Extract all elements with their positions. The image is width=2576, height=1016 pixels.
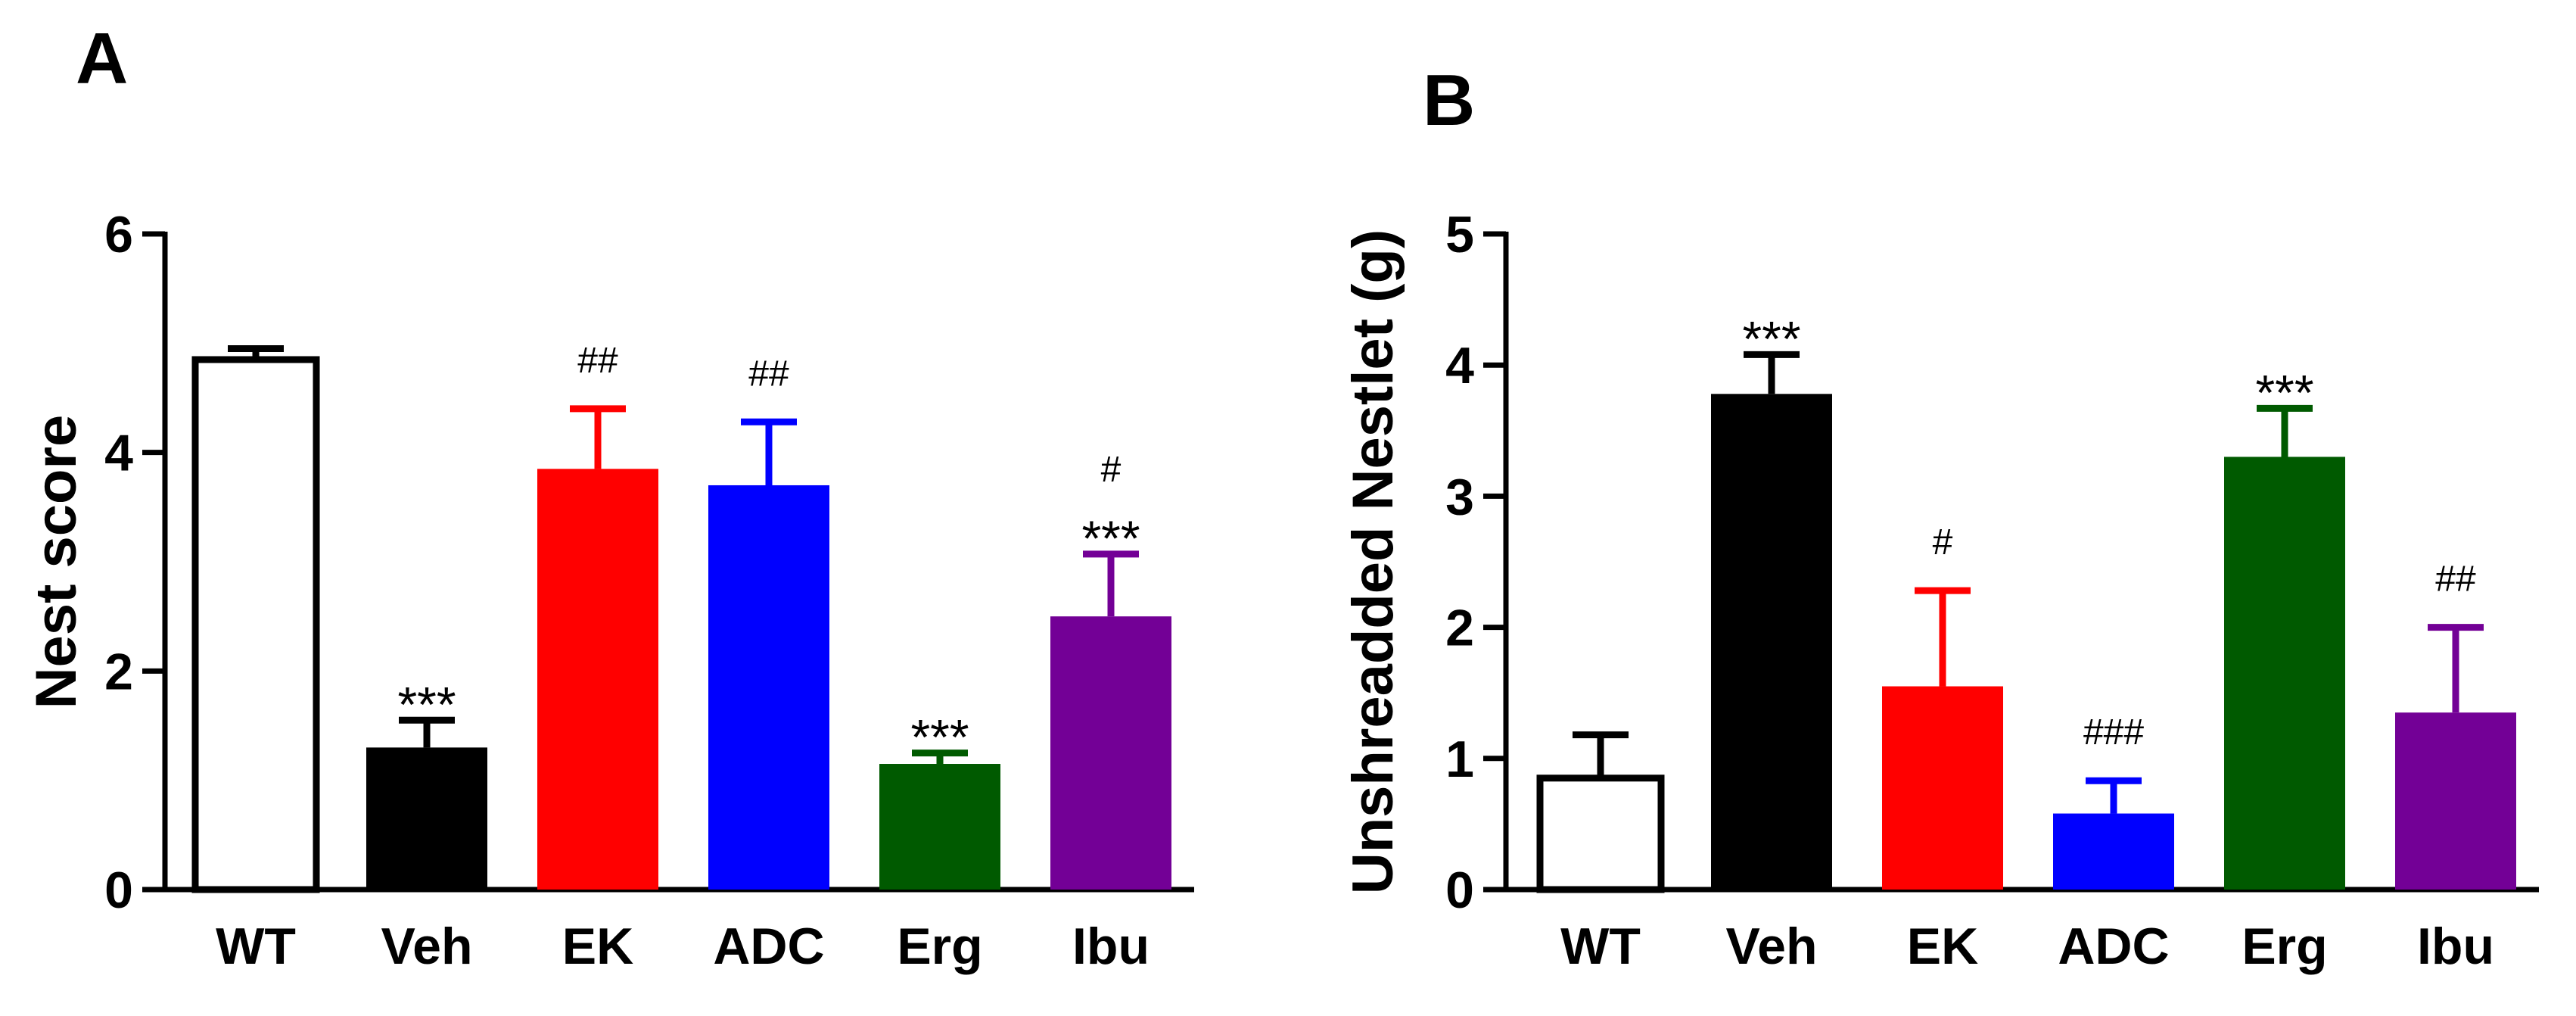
panel-a-y-tick-label: 6 (104, 206, 133, 263)
panel-b-category-label: Ibu (2417, 918, 2494, 975)
panel-a-category-label: ADC (713, 918, 824, 975)
panel-a-category-label: Ibu (1072, 918, 1150, 975)
panel-b-bar-ibu (2395, 712, 2516, 890)
panel-b-y-tick-label: 2 (1445, 600, 1474, 657)
panel-b-significance-hash: # (1933, 522, 1953, 563)
panel-b-category-label: EK (1907, 918, 1978, 975)
panel-b-significance-stars: *** (1742, 310, 1800, 366)
panel-b-y-tick-label: 0 (1445, 862, 1474, 919)
panel-b-y-tick-label: 5 (1445, 206, 1474, 263)
panel-b-category-label: Erg (2242, 918, 2327, 975)
panel-a-bar-ibu (1050, 616, 1171, 890)
panel-a-significance-hash: # (1101, 450, 1122, 490)
panel-b-significance-hash: ## (2435, 559, 2476, 600)
panel-a-significance-stars: *** (1081, 510, 1140, 566)
panel-b-y-tick-label: 1 (1445, 731, 1474, 788)
panel-a-significance-hash: ## (577, 341, 618, 381)
panel-a-category-label: Veh (381, 918, 473, 975)
panel-b-bar-erg (2224, 457, 2345, 890)
panel-a-bar-erg (879, 764, 1000, 890)
panel-b-bar-adc (2053, 813, 2174, 890)
panel-a-y-axis-title: Nest score (24, 415, 89, 709)
panel-b-category-label: Veh (1726, 918, 1818, 975)
panel-b-bar-veh (1711, 394, 1832, 890)
panel-label-b: B (1423, 60, 1475, 141)
panel-label-a: A (76, 18, 128, 99)
panel-a-bar-ek (537, 469, 658, 890)
panel-a-bar-adc (708, 485, 829, 890)
panel-b-category-label: WT (1560, 918, 1641, 975)
panel-b-y-tick-label: 3 (1445, 468, 1474, 525)
panel-b-bar-wt (1536, 774, 1665, 893)
panel-b-significance-hash: ### (2083, 712, 2144, 753)
panel-a-bar-wt (191, 356, 320, 893)
panel-a-y-tick-label: 0 (104, 862, 133, 919)
panel-a-significance-hash: ## (748, 354, 789, 394)
panel-b-significance-stars: *** (2255, 364, 2313, 420)
chart-panel-a: 0 2 4 6 Nest score WT Veh *** EK ## ADC ## Erg *** Ibu… (24, 206, 1194, 975)
panel-a-category-label: WT (216, 918, 296, 975)
panel-a-y-tick-label: 4 (104, 425, 133, 482)
panel-b-bar-ek (1882, 686, 2003, 890)
panel-b-y-tick-label: 4 (1445, 337, 1474, 394)
panel-a-category-label: Erg (897, 918, 982, 975)
panel-a-bar-veh (366, 747, 487, 890)
panel-a-significance-stars: *** (910, 709, 969, 765)
panel-b-y-axis-title: Unshreadded Nestlet (g) (1341, 229, 1405, 894)
panel-a-significance-stars: *** (397, 676, 456, 732)
chart-panel-b: 0 1 2 3 4 5 Unshreadded Nestlet (g) WT Veh *** EK #… (1341, 206, 2539, 975)
panel-a-y-tick-label: 2 (104, 643, 133, 700)
panel-a-category-label: EK (562, 918, 633, 975)
panel-b-category-label: ADC (2058, 918, 2169, 975)
